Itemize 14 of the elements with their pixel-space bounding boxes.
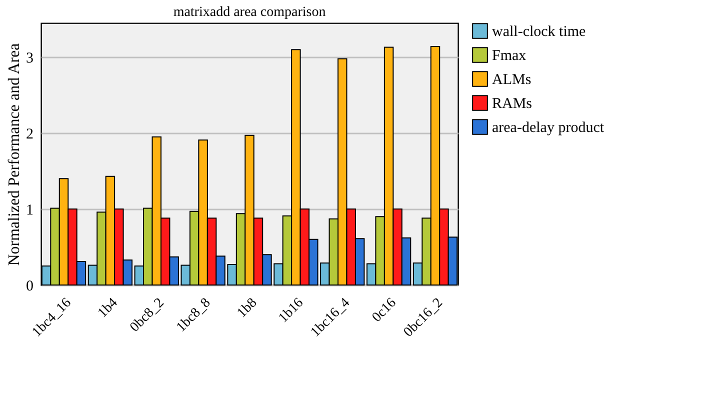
chart-title: matrixadd area comparison	[173, 5, 326, 20]
y-tick-label: 3	[26, 50, 34, 67]
y-tick-label: 1	[26, 202, 34, 219]
legend-label: wall-clock time	[492, 24, 586, 40]
y-tick-label: 0	[26, 278, 34, 294]
legend-label: Fmax	[492, 48, 527, 64]
legend-label: RAMs	[492, 96, 532, 112]
x-tick-label: 0c16	[370, 296, 400, 326]
legend-label: area-delay product	[492, 120, 605, 136]
x-tick-label: 1b4	[95, 296, 121, 321]
legend-label: ALMs	[492, 72, 532, 88]
y-tick-label: 2	[26, 126, 34, 143]
y-axis-title: Normalized Performance and Area	[6, 43, 23, 266]
x-tick-label: 1b8	[234, 296, 260, 321]
